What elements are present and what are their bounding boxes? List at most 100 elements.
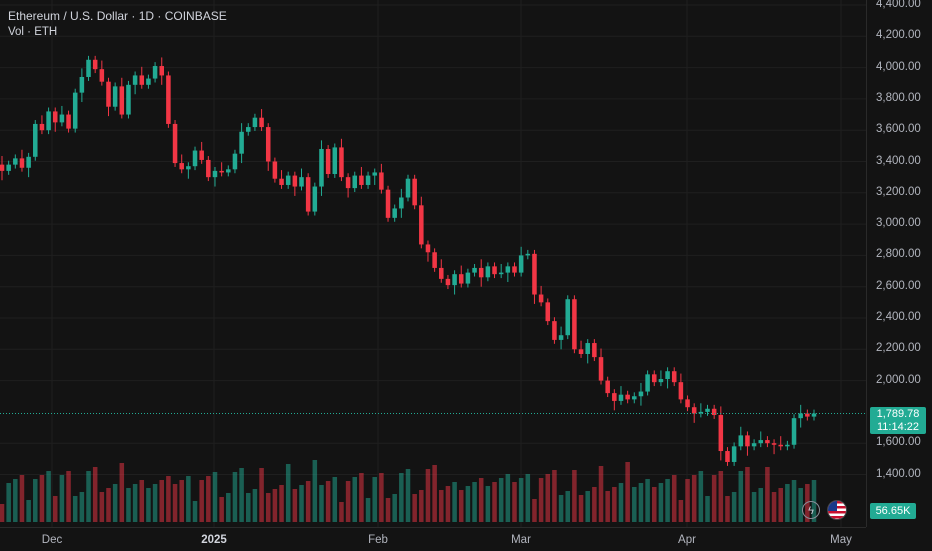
symbol-title[interactable]: Ethereum / U.S. Dollar · 1D · COINBASE [8, 9, 227, 23]
candle-body [79, 76, 85, 93]
volume-bar [545, 474, 551, 522]
candle-body [412, 178, 417, 206]
candle-body [592, 343, 597, 358]
candle-body [671, 371, 677, 383]
candle-body [472, 267, 477, 273]
candle-body [518, 255, 524, 273]
price-tick-label: 3,000.00 [876, 217, 921, 230]
bar-countdown: 11:14:22 [876, 421, 919, 433]
volume-bar [245, 493, 251, 522]
volume-bar [299, 485, 304, 522]
volume-bar [419, 490, 424, 522]
candle-body [458, 274, 464, 284]
candle-body [731, 446, 737, 462]
candle-body [745, 435, 750, 447]
volume-bar [345, 481, 351, 522]
volume-bar [525, 474, 531, 522]
volume-bar [751, 492, 757, 522]
candle-body [219, 170, 224, 173]
candle-body [718, 415, 724, 452]
candle-body [545, 302, 551, 322]
candle-body [72, 92, 78, 129]
volume-bar [332, 477, 338, 522]
volume-bar [232, 472, 238, 522]
time-tick-label: Mar [511, 534, 531, 546]
candle-body [325, 148, 331, 175]
candle-body [365, 175, 371, 185]
volume-bar [186, 476, 191, 522]
volume-bar [678, 500, 684, 522]
us-flag-icon[interactable] [827, 500, 847, 520]
volume-bar [379, 473, 384, 522]
volume-bar [159, 480, 165, 522]
candle-body [292, 175, 298, 187]
volume-bar [658, 483, 664, 522]
candle-body [765, 440, 770, 444]
candle-body [179, 163, 184, 170]
volume-bar [126, 488, 131, 522]
volume-bar [638, 483, 644, 522]
volume-bar [598, 466, 604, 522]
candle-body [132, 75, 138, 85]
candle-body [46, 111, 51, 131]
volume-bar [365, 498, 371, 522]
volume-bar [305, 481, 311, 522]
candle-body [578, 349, 584, 354]
candle-body [738, 435, 744, 447]
candle-body [272, 161, 278, 179]
volume-bar [19, 475, 25, 522]
candle-body [512, 266, 517, 273]
volume-bar [92, 467, 98, 522]
volume-bar [558, 495, 564, 522]
volume-bar [172, 484, 178, 522]
volume-bar [259, 468, 264, 522]
candle-body [206, 159, 211, 178]
time-tick-label: May [830, 534, 852, 546]
volume-bar [671, 475, 677, 522]
candle-body [232, 153, 238, 170]
volume-bar [13, 479, 18, 522]
price-axis[interactable]: 4,400.00 4,200.00 4,000.00 3,800.00 3,600.00… [866, 0, 932, 527]
candle-body [572, 299, 577, 350]
volume-bar [731, 492, 737, 522]
volume-bar [399, 473, 404, 522]
volume-bar [472, 482, 477, 522]
candle-body [52, 111, 58, 123]
time-tick-label: Feb [368, 534, 388, 546]
candle-body [6, 164, 11, 171]
volume-indicator-label[interactable]: Vol · ETH [8, 26, 58, 38]
candle-body [685, 399, 690, 408]
time-axis[interactable]: Dec 2025 Feb Mar Apr May [0, 527, 866, 551]
volume-bar [319, 485, 324, 522]
volume-bar [312, 460, 318, 522]
volume-bar [132, 484, 138, 522]
volume-bar [66, 471, 71, 522]
candle-body [245, 127, 251, 132]
volume-bar [492, 482, 497, 522]
volume-bar [26, 500, 31, 522]
volume-bar [139, 480, 145, 522]
current-price-value: 1,789.78 [876, 408, 920, 420]
volume-bar [212, 472, 218, 522]
candle-body [698, 411, 704, 414]
flash-icon[interactable]: ϟ [802, 501, 820, 519]
volume-bar [518, 478, 524, 522]
time-tick-label: Apr [678, 534, 696, 546]
price-tick-label: 4,000.00 [876, 60, 921, 73]
candle-body [112, 86, 118, 107]
candle-body [585, 343, 590, 354]
volume-bar [33, 479, 38, 522]
price-tick-label: 3,600.00 [876, 123, 921, 136]
candle-body [771, 443, 777, 445]
volume-bar [199, 480, 204, 522]
candle-body [478, 267, 484, 278]
volume-bar [439, 490, 444, 522]
candle-body [691, 407, 697, 414]
volume-bar [412, 494, 417, 522]
candle-body [552, 321, 557, 340]
candle-body [379, 172, 384, 190]
volume-bar [432, 465, 437, 522]
candle-body [492, 266, 497, 275]
candle-body [791, 418, 797, 445]
candlestick-chart[interactable] [0, 0, 866, 527]
